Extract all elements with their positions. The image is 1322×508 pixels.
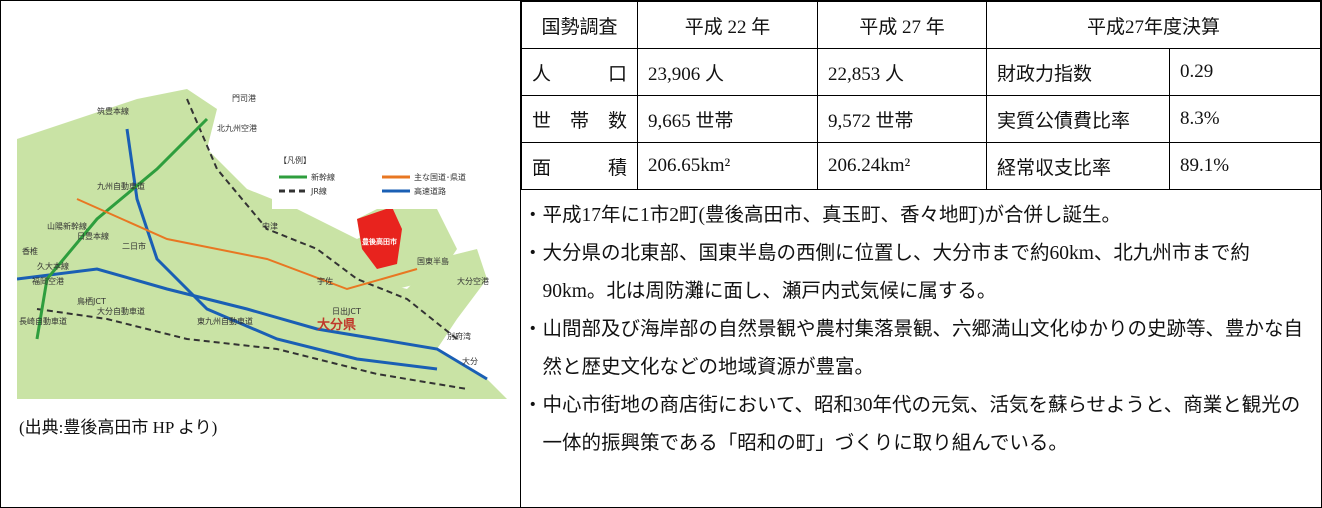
cell: 9,572 世帯: [817, 95, 987, 143]
cell: 財政力指数: [986, 48, 1170, 96]
note: ・平成17年に1市2町(豊後高田市、真玉町、香々地町)が合併し誕生。: [523, 205, 1121, 226]
cell: 0.29: [1169, 48, 1321, 96]
cell: 8.3%: [1169, 95, 1321, 143]
map-label: 山陽新幹線: [47, 221, 87, 231]
map-label: 大分自動車道: [97, 306, 145, 316]
expressway: [17, 267, 488, 381]
map-label: 二日市: [122, 241, 146, 251]
stats-table: 国勢調査 平成 22 年 平成 27 年 平成27年度決算 人口 23,906 …: [521, 1, 1321, 190]
legend-label: 新幹線: [311, 172, 335, 182]
map-label: 大分県: [317, 317, 356, 333]
header-cell: 国勢調査: [521, 1, 638, 49]
row-label: 人口: [521, 48, 638, 96]
map-label: 九州自動車道: [97, 181, 145, 191]
cell: 実質公債費比率: [986, 95, 1170, 143]
map-label: 日出JCT: [332, 306, 361, 316]
row-label: 面積: [521, 142, 638, 190]
row-label: 世帯数: [521, 95, 638, 143]
bungotakada-area: [357, 207, 402, 269]
map: 【凡例】 新幹線 JR線 主な国道･県道 高速道路 大分県豊後高田市国東半島大分…: [17, 79, 507, 399]
caption: (出典:豊後高田市 HP より): [19, 418, 218, 437]
header-cell: 平成 27 年: [817, 1, 987, 49]
map-label: 日豊本線: [77, 231, 109, 241]
map-label: 筑豊本線: [97, 106, 129, 116]
land: [17, 89, 507, 399]
rail: [186, 98, 458, 340]
map-label: 長崎自動車道: [19, 316, 67, 326]
legend-label: 主な国道･県道: [414, 172, 466, 182]
legend-label: JR線: [310, 186, 327, 196]
road: [76, 198, 418, 291]
cell: 9,665 世帯: [637, 95, 818, 143]
header-cell: 平成27年度決算: [986, 1, 1321, 49]
cell: 206.24km²: [817, 142, 987, 190]
map-label: 久大本線: [37, 261, 69, 271]
map-label: 香椎: [22, 246, 38, 256]
rail: [36, 308, 468, 390]
map-label: 中津: [262, 221, 278, 231]
note: ・中心市街地の商店街において、昭和30年代の元気、活気を蘇らせようと、商業と観光…: [523, 395, 1301, 454]
map-label: 別府湾: [447, 331, 471, 341]
map-label: 大分空港: [457, 276, 489, 286]
map-label: 門司港: [232, 93, 256, 103]
map-cell: 【凡例】 新幹線 JR線 主な国道･県道 高速道路 大分県 豊後高田市 国東半島 大分…: [1, 1, 521, 507]
cell: 89.1%: [1169, 142, 1321, 190]
note: ・山間部及び海岸部の自然景観や農村集落景観、六郷満山文化ゆかりの史跡等、豊かな自…: [523, 319, 1304, 378]
map-label: 福岡空港: [32, 276, 64, 286]
map-label: 鳥栖JCT: [77, 296, 106, 306]
notes: ・平成17年に1市2町(豊後高田市、真玉町、香々地町)が合併し誕生。 ・大分県の…: [523, 197, 1311, 463]
legend-box: [272, 149, 497, 209]
cell: 22,853 人: [817, 48, 987, 96]
map-label: 豊後高田市: [362, 237, 397, 246]
note: ・大分県の北東部、国東半島の西側に位置し、大分市まで約60km、北九州市まで約9…: [523, 243, 1250, 302]
cell: 206.65km²: [637, 142, 818, 190]
map-label: 宇佐: [317, 276, 333, 286]
legend-label: 高速道路: [414, 186, 446, 196]
map-label: 北九州空港: [217, 123, 257, 133]
cell: 23,906 人: [637, 48, 818, 96]
shinkansen: [35, 117, 209, 340]
header-cell: 平成 22 年: [637, 1, 818, 49]
expressway: [125, 128, 438, 371]
map-label: 東九州自動車道: [197, 316, 253, 326]
map-label: 大分: [462, 356, 478, 366]
cell: 経常収支比率: [986, 142, 1170, 190]
legend-title: 【凡例】: [279, 155, 311, 165]
map-label: 国東半島: [417, 256, 449, 266]
